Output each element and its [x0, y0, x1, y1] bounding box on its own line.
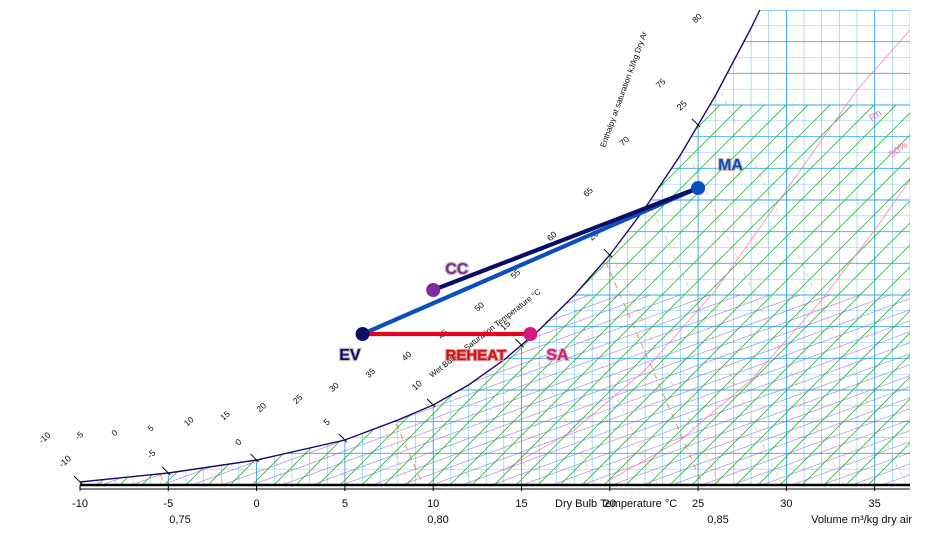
svg-text:5: 5 [146, 423, 156, 434]
label-SA: SA [546, 347, 569, 364]
svg-text:0,80: 0,80 [427, 514, 448, 526]
svg-text:35: 35 [869, 498, 881, 510]
process-line-MA-CC [433, 188, 698, 290]
svg-text:25: 25 [291, 392, 305, 406]
svg-text:35: 35 [363, 366, 377, 380]
svg-text:0: 0 [254, 498, 260, 510]
svg-text:-5: -5 [163, 498, 173, 510]
state-point-SA [523, 327, 537, 341]
label-CC: CC [445, 261, 469, 278]
svg-text:10: 10 [427, 498, 439, 510]
svg-text:10: 10 [182, 414, 196, 428]
svg-text:25: 25 [675, 98, 689, 112]
volume-axis-label: Volume m³/kg dry air [811, 514, 912, 526]
state-point-CC [426, 283, 440, 297]
svg-text:10: 10 [410, 378, 424, 392]
svg-text:-5: -5 [73, 429, 86, 442]
enthalpy-axis-label: Enthalpy at saturation kJ/kg Dry Ar [599, 30, 650, 149]
state-point-MA [691, 181, 705, 195]
svg-text:30: 30 [780, 498, 792, 510]
svg-text:15: 15 [515, 498, 527, 510]
svg-text:0,85: 0,85 [707, 514, 728, 526]
state-point-EV [356, 327, 370, 341]
svg-text:0: 0 [233, 437, 243, 448]
svg-text:20: 20 [254, 400, 268, 414]
svg-text:15: 15 [218, 408, 232, 422]
psychrometric-chart-stage: { "canvas": { "width": 928, "height": 54… [0, 0, 928, 544]
svg-text:80: 80 [690, 11, 704, 25]
svg-text:0: 0 [109, 427, 119, 438]
label-EV: EV [339, 347, 361, 364]
svg-text:30: 30 [327, 380, 341, 394]
svg-text:-5: -5 [145, 448, 158, 461]
svg-text:-10: -10 [37, 430, 53, 446]
svg-text:70: 70 [617, 134, 631, 148]
svg-text:50: 50 [472, 300, 486, 314]
svg-text:40: 40 [400, 349, 414, 363]
svg-text:50%: 50% [887, 140, 910, 161]
process-line-MA-EV [363, 188, 699, 334]
svg-text:5: 5 [342, 498, 348, 510]
drybulb-axis-label: Dry Bulb Temperature °C [555, 498, 677, 510]
svg-text:25: 25 [692, 498, 704, 510]
svg-text:Rh: Rh [867, 108, 884, 124]
svg-text:65: 65 [581, 185, 595, 199]
svg-text:-10: -10 [57, 453, 73, 469]
psychrometric-chart: -10-505101520253035Dry Bulb Temperature … [0, 0, 928, 544]
svg-text:5: 5 [322, 417, 332, 428]
svg-text:0,75: 0,75 [169, 514, 190, 526]
svg-text:-10: -10 [72, 498, 88, 510]
reheat-label: REHEAT [446, 347, 507, 364]
label-MA: MA [718, 157, 743, 174]
svg-text:75: 75 [654, 76, 668, 90]
